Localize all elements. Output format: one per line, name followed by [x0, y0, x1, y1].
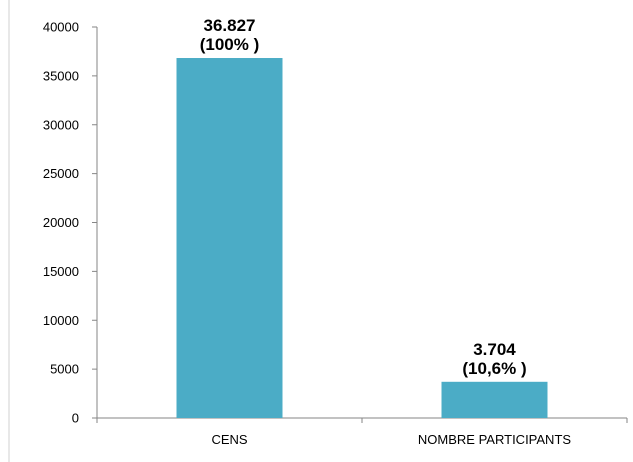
x-tick-label: NOMBRE PARTICIPANTS — [418, 432, 571, 447]
data-label: 3.704 — [473, 340, 516, 359]
y-axis-ticks: 0 5000 10000 15000 20000 25000 30000 35000 40000 — [43, 20, 97, 426]
x-axis-categories: CENS NOMBRE PARTICIPANTS — [211, 432, 571, 447]
y-tick-label: 30000 — [43, 117, 79, 132]
y-tick-label: 5000 — [50, 362, 79, 377]
y-tick-label: 35000 — [43, 68, 79, 83]
y-tick-label: 10000 — [43, 313, 79, 328]
y-tick-label: 15000 — [43, 264, 79, 279]
y-tick-label: 25000 — [43, 166, 79, 181]
y-tick-label: 40000 — [43, 20, 79, 35]
bar — [176, 58, 283, 418]
y-tick-label: 0 — [72, 411, 79, 426]
data-label: (100% ) — [200, 35, 260, 54]
x-tick-label: CENS — [211, 432, 247, 447]
data-label: (10,6% ) — [462, 359, 526, 378]
data-label: 36.827 — [204, 16, 256, 35]
data-labels: 36.827(100% ) 3.704(10,6% ) — [200, 16, 527, 378]
bar — [441, 381, 548, 418]
y-tick-label: 20000 — [43, 215, 79, 230]
chart-bars — [176, 58, 548, 418]
